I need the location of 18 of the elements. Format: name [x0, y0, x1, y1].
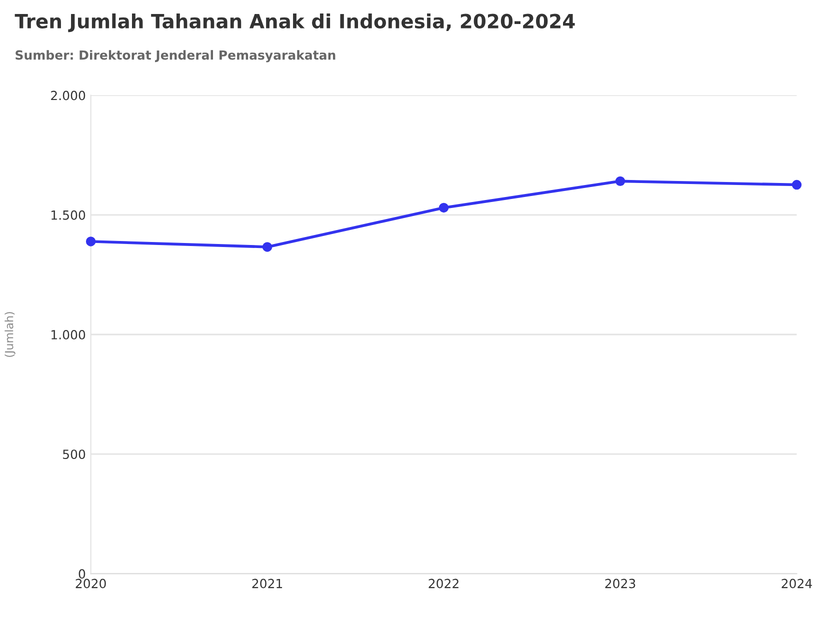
x-tick-label: 2022 [428, 578, 458, 588]
x-tick-label: 2024 [782, 578, 812, 588]
y-tick-label: 500 [63, 450, 86, 460]
x-tick-label: 2023 [605, 578, 636, 588]
point [792, 180, 802, 190]
y-axis-title: (Jumlah) [4, 312, 16, 357]
y-tick-label: 1.500 [52, 210, 86, 220]
y-tick-label: 1.000 [52, 330, 86, 340]
point [86, 236, 96, 246]
point [438, 202, 449, 213]
x-tick-label: 2021 [252, 578, 282, 588]
y-tick-label: 2.000 [51, 90, 86, 100]
chart-subtitle: Sumber: Direktorat Jenderal Pemasyarakatan [16, 50, 336, 62]
x-tick-label: 2020 [76, 578, 106, 588]
y-tick-label: 0 [78, 569, 86, 579]
chart-title: Tren Jumlah Tahanan Anak di Indonesia, 2020-2024 [14, 13, 575, 32]
point [262, 242, 272, 252]
point [615, 176, 626, 186]
